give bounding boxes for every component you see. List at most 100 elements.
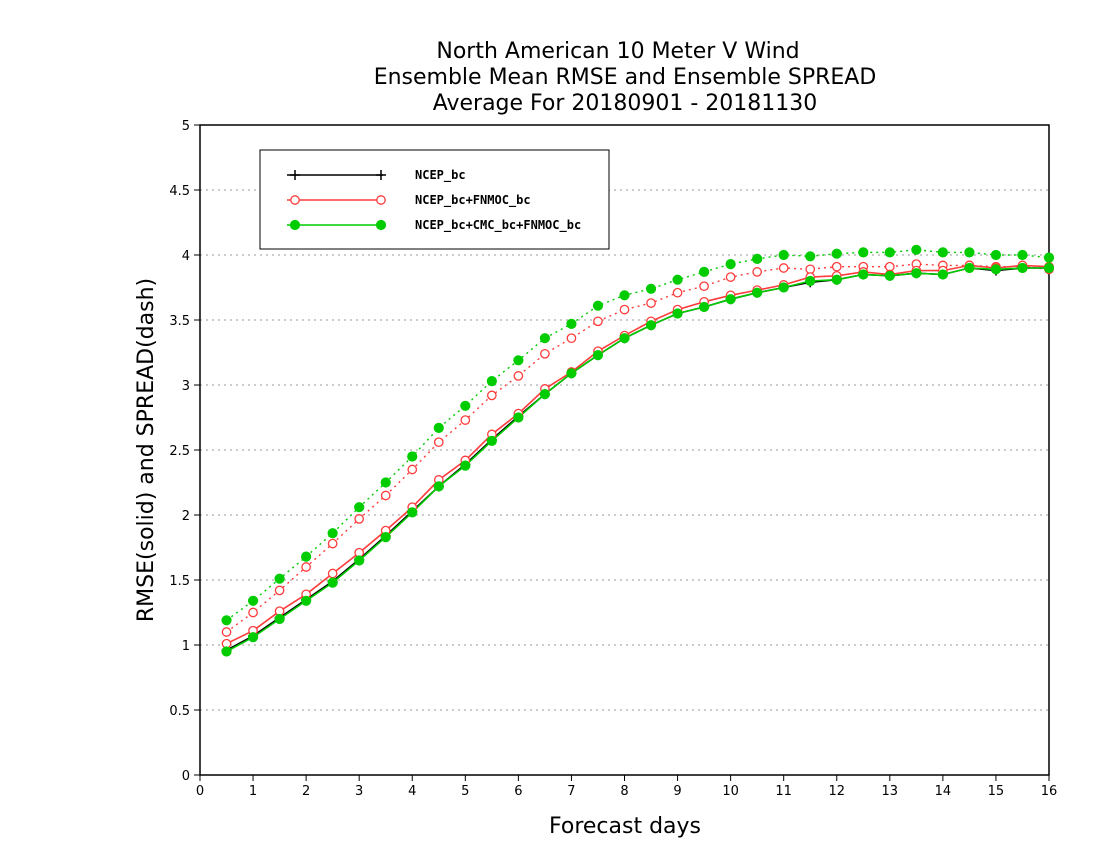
series-2-rmse-point <box>752 287 763 298</box>
series-2-rmse-point <box>645 320 657 331</box>
series-2-spread-point <box>937 247 948 258</box>
legend-marker <box>375 219 387 231</box>
legend-marker <box>290 195 300 205</box>
legend-entries: NCEP_bc NCEP_bc+FNMOC_bc NCEP_bc+CMC_bc+FN… <box>287 168 581 233</box>
series-2-spread-point <box>831 248 842 259</box>
series-1-spread-point <box>672 287 683 298</box>
series-1-spread-point <box>646 298 656 308</box>
series-2-rmse-point <box>539 389 551 400</box>
x-tick-label: 16 <box>1041 784 1058 799</box>
series-2-spread-point <box>990 249 1002 261</box>
series-1-spread-point <box>248 607 258 618</box>
series-1-spread-point <box>513 371 524 381</box>
y-tick-label: 2.5 <box>169 444 190 459</box>
series-2-rmse-point <box>592 350 604 361</box>
x-tick-label: 4 <box>408 784 416 799</box>
series-1-spread-point <box>486 390 497 401</box>
series-1-spread-point <box>380 490 391 501</box>
series-2-rmse-point <box>831 274 842 285</box>
series-2-spread-point <box>592 300 604 311</box>
series-2-rmse-point <box>221 646 232 657</box>
series-1-spread-line <box>226 263 1050 633</box>
series-2-spread-point <box>274 573 285 584</box>
series-1-rmse-line <box>226 264 1050 645</box>
series-1-spread-point <box>884 261 895 272</box>
series-2-spread-point <box>619 290 630 301</box>
series-1-spread-point <box>433 437 444 448</box>
x-tick-label: 14 <box>935 784 952 799</box>
series-1-spread-point <box>566 333 577 344</box>
series-1-spread-point <box>274 585 285 596</box>
series-2-spread-point <box>247 595 259 606</box>
series-2-spread-point <box>805 251 816 262</box>
series-2-rmse-point <box>698 301 710 313</box>
series-2-spread-point <box>645 283 657 294</box>
series-2-rmse-point <box>327 577 338 588</box>
series-2-spread-point <box>1043 252 1055 263</box>
series-2-rmse-point <box>513 412 524 423</box>
title-line-2: Ensemble Mean RMSE and Ensemble SPREAD <box>374 65 877 90</box>
y-tick-label: 0 <box>182 769 190 784</box>
series-2-rmse-point <box>407 507 418 518</box>
x-tick-label: 7 <box>567 784 575 799</box>
series-2-rmse-point <box>884 270 895 281</box>
series-2-rmse-point <box>247 632 259 643</box>
series-2-spread-point <box>354 502 365 513</box>
x-tick-label: 9 <box>673 784 681 799</box>
series-2-rmse-point <box>486 435 497 446</box>
title-line-1: North American 10 Meter V Wind <box>436 39 799 64</box>
legend-marker <box>289 219 301 231</box>
series-2-rmse-point <box>433 481 444 492</box>
legend-label: NCEP_bc <box>415 168 466 183</box>
series-2-rmse-point <box>1043 262 1055 274</box>
series-2-spread-point <box>407 451 418 462</box>
series-2-rmse-point <box>566 368 577 379</box>
series-2-rmse-point <box>937 269 948 280</box>
series-2-rmse-point <box>805 275 816 287</box>
series-2-rmse-line <box>226 267 1049 653</box>
series-1-spread-point <box>752 267 763 277</box>
series-2-spread-point <box>778 249 789 261</box>
legend-label: NCEP_bc+FNMOC_bc <box>415 193 531 208</box>
x-axis-title: Forecast days <box>549 814 701 839</box>
series-1-spread-point <box>327 538 338 549</box>
series-1-spread-point <box>540 348 550 359</box>
series-1-spread-point <box>831 261 842 272</box>
series-1-spread-point <box>407 464 418 475</box>
x-tick-label: 10 <box>722 784 739 799</box>
x-tick-label: 6 <box>514 784 522 799</box>
series-2-spread-line <box>226 249 1050 621</box>
axes: 00.511.522.533.544.550 1 2 3 4 5 6 7 8 9 10 11 12 13 1… <box>169 119 1057 799</box>
series-1-spread-point <box>805 264 816 275</box>
series-2-rmse-point <box>619 333 630 344</box>
x-tick-label: 3 <box>355 784 363 799</box>
legend-marker <box>290 170 300 180</box>
series-2-rmse-point <box>858 269 869 280</box>
series-2-rmse-point <box>354 555 365 566</box>
x-tick-label: 13 <box>882 784 899 799</box>
series-2-rmse-point <box>460 460 471 471</box>
y-tick-label: 5 <box>182 119 190 134</box>
x-tick-label: 12 <box>828 784 845 799</box>
series-1-spread-point <box>301 562 311 572</box>
series-2-spread-point <box>884 247 895 258</box>
series-2-spread-point <box>486 376 497 387</box>
y-tick-label: 1.5 <box>169 574 190 589</box>
series-1-spread-point <box>699 281 709 292</box>
chart-title: North American 10 Meter V Wind Ensemble … <box>374 39 877 116</box>
series-1-spread-point <box>221 627 232 637</box>
y-tick-label: 4.5 <box>169 184 190 199</box>
series-2-spread-point <box>301 551 312 562</box>
series-2-spread-point <box>433 422 444 433</box>
x-tick-label: 11 <box>775 784 792 799</box>
series-1-rmse-point <box>327 568 338 579</box>
legend-marker <box>376 170 386 180</box>
y-axis-title: RMSE(solid) and SPREAD(dash) <box>134 278 159 622</box>
series-2-spread-point <box>221 615 232 626</box>
series-2-spread-point <box>327 528 338 539</box>
series-2-rmse-point <box>990 264 1002 275</box>
series-2-spread-point <box>698 266 710 277</box>
series-1-spread-point <box>460 415 471 425</box>
x-tick-label: 5 <box>461 784 469 799</box>
series-2-rmse-point <box>380 532 391 543</box>
